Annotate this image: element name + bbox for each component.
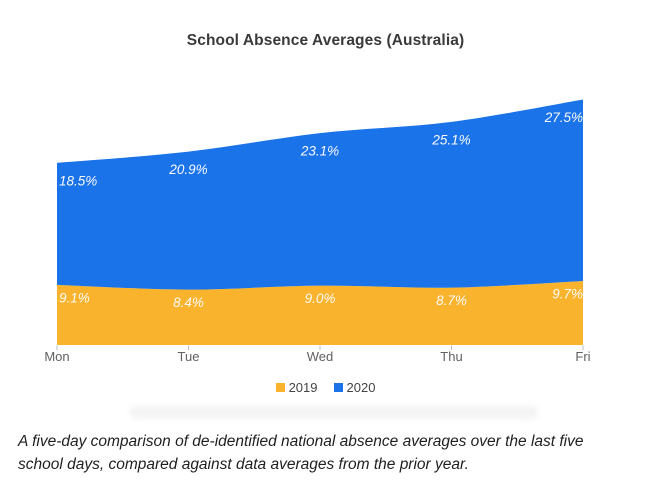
area-chart[interactable]: Mon Tue Wed Thu Fri 9.1% 8.4% 9.0% 8.7% 9.7% 18.5%… [0,0,651,375]
chart-title: School Absence Averages (Australia) [186,32,465,49]
series-2019-value-label: 9.0% [305,291,336,306]
legend-swatch-2020 [333,383,343,392]
chart-legend: 2019 2020 [0,380,651,395]
x-axis-label: Wed [307,349,334,364]
legend-label-2019: 2019 [288,380,318,395]
series-2020-value-label: 23.1% [300,144,339,159]
series-2020-value-label: 27.5% [544,110,583,125]
series-2020-area[interactable] [57,99,583,290]
x-axis-label: Tue [178,349,200,364]
series-2019-area[interactable] [57,281,583,345]
legend-item-2019: 2019 [275,380,318,395]
series-2020-value-label: 18.5% [59,173,97,188]
caption-text: A five-day comparison of de-identified n… [18,433,584,473]
series-2019-value-label: 8.4% [173,295,204,310]
series-2020-value-label: 20.9% [168,162,207,177]
series-2020-value-label: 25.1% [431,132,470,147]
legend-label-2020: 2020 [346,380,376,395]
x-axis-label: Fri [575,349,590,364]
card-bottom-shadow [130,406,538,419]
x-axis-label: Mon [44,349,69,364]
series-2019-value-label: 9.7% [552,287,583,302]
legend-swatch-2019 [275,383,285,392]
legend-item-2020: 2020 [333,380,376,395]
series-2019-value-label: 9.1% [59,290,90,305]
x-axis-label: Thu [440,349,462,364]
series-2019-value-label: 8.7% [436,293,467,308]
